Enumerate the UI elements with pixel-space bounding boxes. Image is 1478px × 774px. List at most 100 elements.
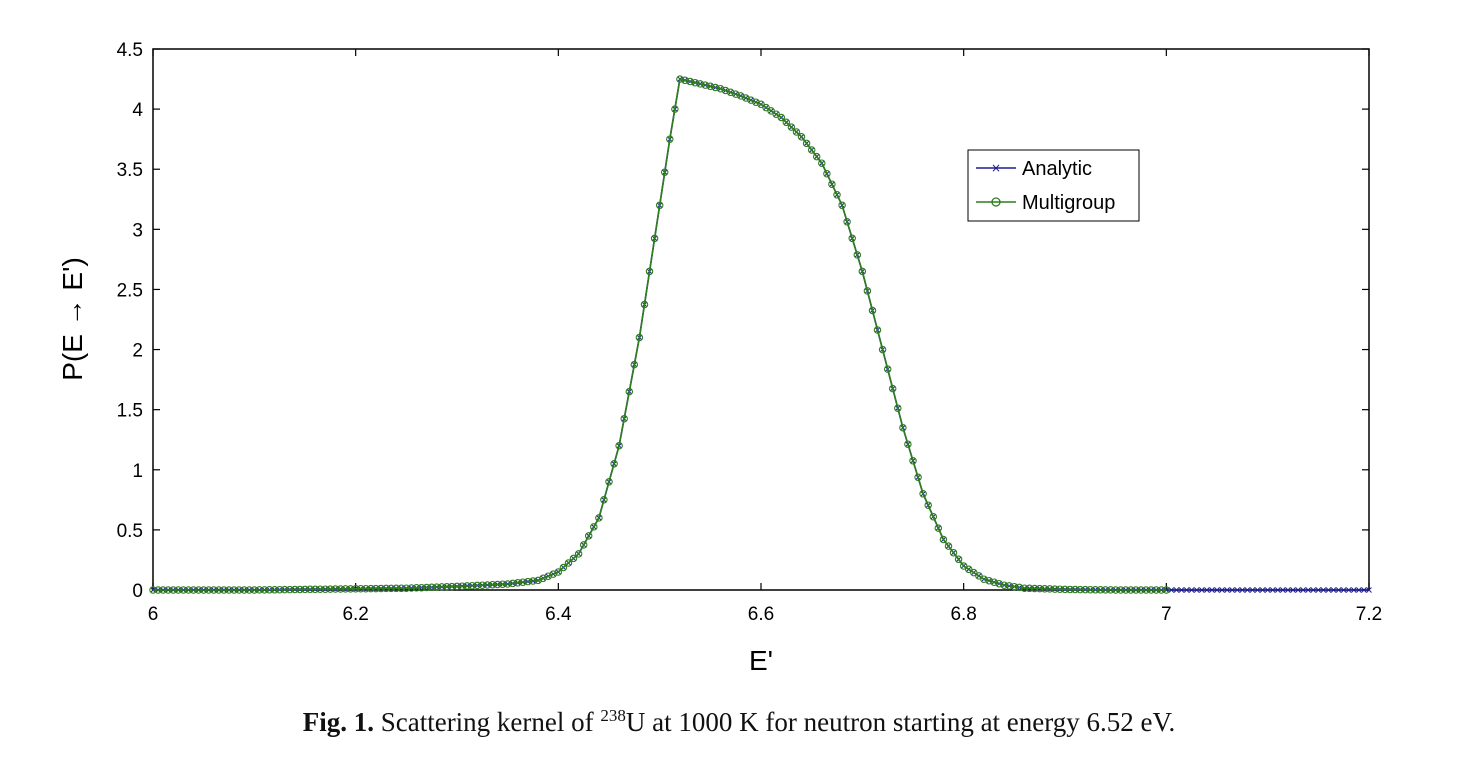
data-point (990, 578, 998, 586)
x-tick-labels: 6 6.2 6.4 6.6 6.8 7 7.2 (148, 604, 1383, 625)
data-point (1152, 586, 1160, 594)
data-point (802, 139, 811, 148)
data-point (1046, 585, 1054, 593)
data-point (1269, 587, 1276, 593)
data-point (199, 586, 208, 594)
data-point (321, 585, 330, 593)
data-point (579, 541, 588, 549)
data-point (1183, 587, 1190, 593)
data-point (1259, 587, 1266, 593)
data-point (1300, 587, 1306, 593)
data-point (1320, 587, 1327, 593)
data-point (154, 586, 162, 594)
data-point (1198, 587, 1205, 593)
data-point (782, 118, 791, 127)
data-point (1132, 586, 1140, 594)
data-point (706, 82, 715, 91)
data-point (427, 583, 436, 592)
data-point (1290, 587, 1296, 593)
data-point (215, 586, 223, 594)
data-point (392, 584, 400, 593)
data-point (1005, 582, 1014, 590)
data-point (250, 586, 259, 594)
data-point (1035, 584, 1044, 593)
data-point (888, 384, 897, 393)
data-point (1264, 587, 1271, 593)
data-point (346, 585, 355, 593)
data-point (478, 581, 487, 589)
x-tick-label: 6.4 (545, 604, 572, 625)
data-point (914, 473, 922, 482)
data-point (549, 570, 558, 578)
data-point (1051, 585, 1059, 593)
data-point (351, 585, 360, 593)
y-tick-labels: 0 0.5 1 1.5 2 2.5 3 3.5 4 4.5 (117, 40, 144, 602)
data-point (189, 586, 198, 594)
data-point (625, 387, 634, 396)
data-point (438, 583, 446, 591)
data-point (498, 580, 507, 588)
data-point (311, 585, 319, 594)
data-point (397, 584, 406, 593)
data-point (595, 514, 603, 522)
y-tick-label: 3 (132, 220, 143, 241)
data-point (823, 169, 831, 178)
data-point (1280, 587, 1286, 593)
x-tick-label: 6.2 (342, 604, 368, 625)
data-point (701, 81, 710, 89)
axis-ticks (152, 48, 1370, 591)
data-point (924, 501, 932, 509)
data-point (711, 83, 720, 92)
legend-marker-analytic: × (991, 161, 1001, 175)
data-point (696, 80, 704, 88)
data-point (1239, 587, 1246, 593)
data-point (1330, 587, 1337, 593)
data-point (676, 75, 684, 83)
data-point (1249, 587, 1256, 593)
data-point (519, 578, 527, 586)
y-axis-title: P(E → E') (57, 257, 88, 381)
data-point (975, 572, 983, 580)
data-point (341, 585, 350, 593)
data-point (954, 555, 963, 564)
data-point (848, 234, 856, 243)
series-multigroup (149, 75, 1171, 594)
data-point (985, 576, 993, 585)
data-point (164, 586, 172, 594)
data-point (686, 77, 694, 86)
data-point (1188, 587, 1195, 593)
data-point (1209, 587, 1215, 593)
data-point (235, 586, 243, 594)
legend-marker-multigroup (991, 197, 1001, 207)
data-point (534, 576, 542, 585)
data-point (286, 585, 294, 594)
data-point (270, 586, 279, 594)
data-point (443, 583, 451, 591)
data-point (407, 584, 416, 592)
data-point (660, 168, 669, 176)
data-point (1224, 587, 1230, 593)
data-point (610, 460, 618, 468)
data-point (818, 159, 826, 167)
data-point (220, 586, 228, 594)
data-point (650, 234, 659, 243)
data-point (757, 100, 765, 109)
x-tick-label: 7 (1161, 604, 1172, 625)
y-tick-label: 0 (132, 581, 143, 602)
data-point (564, 559, 573, 567)
data-point (1340, 587, 1347, 593)
data-point (1086, 585, 1095, 594)
data-point (863, 287, 872, 295)
data-point (797, 133, 806, 141)
legend-box (967, 149, 1140, 222)
data-point (812, 152, 821, 161)
data-point (1076, 585, 1084, 594)
data-point (316, 585, 324, 593)
data-point (382, 584, 390, 593)
data-point (210, 586, 218, 594)
y-tick-label: 3.5 (117, 160, 143, 181)
data-point (615, 441, 623, 450)
data-point (1071, 585, 1079, 594)
data-point (514, 579, 522, 587)
series-line (153, 78, 1167, 591)
